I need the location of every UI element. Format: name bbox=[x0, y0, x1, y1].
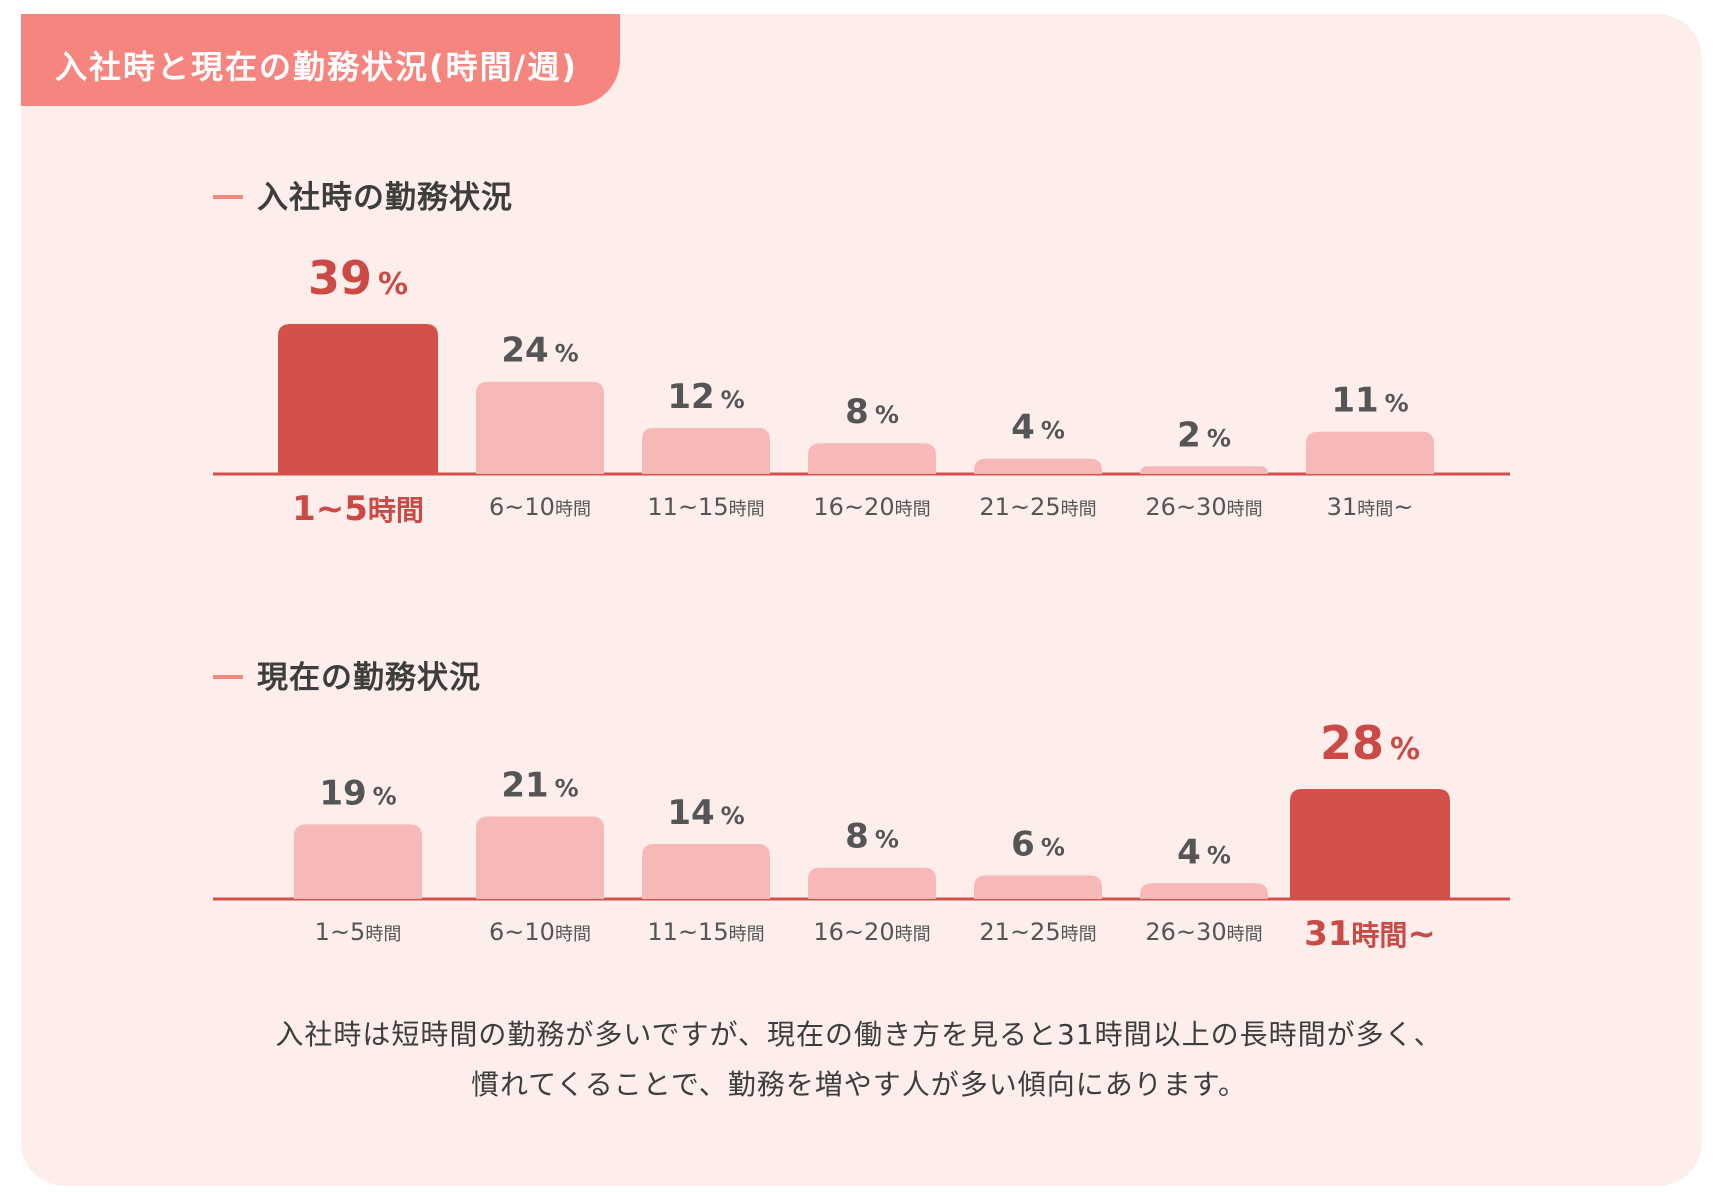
chart2-bar-4 bbox=[808, 867, 936, 899]
title-dash-icon bbox=[213, 674, 243, 679]
chart2-category-label-5: 21~25時間 bbox=[979, 918, 1096, 946]
title-dash-icon bbox=[213, 194, 243, 199]
chart1-bar-6 bbox=[1140, 466, 1268, 474]
chart2-category-label-4: 16~20時間 bbox=[813, 918, 930, 946]
chart1-value-label-7: 11% bbox=[1331, 381, 1408, 421]
chart2-category-label-6: 26~30時間 bbox=[1145, 918, 1262, 946]
chart2-bar-1 bbox=[294, 824, 422, 899]
chart1-category-label-6: 26~30時間 bbox=[1145, 493, 1262, 521]
chart1-value-label-4: 8% bbox=[845, 392, 899, 432]
chart1-value-label-2: 24% bbox=[501, 331, 578, 371]
chart1-title: 入社時の勤務状況 bbox=[213, 172, 513, 217]
summary-note-line2: 慣れてくることで、勤務を増やす人が多い傾向にあります。 bbox=[470, 1068, 1247, 1101]
chart1-value-label-6: 2% bbox=[1177, 415, 1231, 455]
chart1-bar-2 bbox=[476, 381, 604, 474]
chart1-bar-5 bbox=[974, 458, 1102, 474]
header-tab: 入社時と現在の勤務状況(時間/週) bbox=[21, 14, 620, 106]
chart2-value-label-6: 4% bbox=[1177, 832, 1231, 872]
summary-note-line1: 入社時は短時間の勤務が多いですが、現在の働き方を見ると31時間以上の長時間が多く… bbox=[275, 1018, 1443, 1051]
chart1-title-text: 入社時の勤務状況 bbox=[257, 180, 513, 216]
chart1-bar-7 bbox=[1306, 431, 1434, 474]
chart1-value-label-3: 12% bbox=[667, 377, 744, 417]
chart2-value-label-5: 6% bbox=[1011, 824, 1065, 864]
chart2-value-label-7: 28% bbox=[1320, 716, 1420, 770]
chart1-category-label-2: 6~10時間 bbox=[489, 493, 591, 521]
chart2-value-label-2: 21% bbox=[501, 766, 578, 806]
chart1-value-label-5: 4% bbox=[1011, 408, 1065, 448]
page-title: 入社時と現在の勤務状況(時間/週) bbox=[55, 48, 578, 86]
chart2-title: 現在の勤務状況 bbox=[213, 652, 481, 697]
chart2-bar-7 bbox=[1290, 789, 1450, 899]
chart2-category-label-3: 11~15時間 bbox=[647, 918, 764, 946]
chart2-title-text: 現在の勤務状況 bbox=[257, 660, 481, 696]
chart2-value-label-3: 14% bbox=[667, 793, 744, 833]
chart2-category-label-7: 31時間~ bbox=[1304, 914, 1436, 954]
chart1-category-label-7: 31時間~ bbox=[1327, 493, 1414, 521]
chart2-category-label-2: 6~10時間 bbox=[489, 918, 591, 946]
chart2-bar-5 bbox=[974, 875, 1102, 899]
chart1-category-label-4: 16~20時間 bbox=[813, 493, 930, 521]
content-card bbox=[21, 14, 1702, 1186]
chart1-bar-1 bbox=[278, 324, 438, 474]
chart2-bar-2 bbox=[476, 816, 604, 899]
chart1-value-label-1: 39% bbox=[308, 251, 408, 305]
chart1-category-label-1: 1~5時間 bbox=[292, 489, 424, 529]
chart2-category-label-1: 1~5時間 bbox=[315, 918, 402, 946]
chart1-bar-3 bbox=[642, 427, 770, 474]
chart2-bar-6 bbox=[1140, 883, 1268, 899]
chart1-category-label-3: 11~15時間 bbox=[647, 493, 764, 521]
chart2-bar-3 bbox=[642, 844, 770, 899]
chart2-value-label-1: 19% bbox=[319, 773, 396, 813]
chart1-category-label-5: 21~25時間 bbox=[979, 493, 1096, 521]
chart1-bar-4 bbox=[808, 443, 936, 474]
chart2-value-label-4: 8% bbox=[845, 817, 899, 857]
